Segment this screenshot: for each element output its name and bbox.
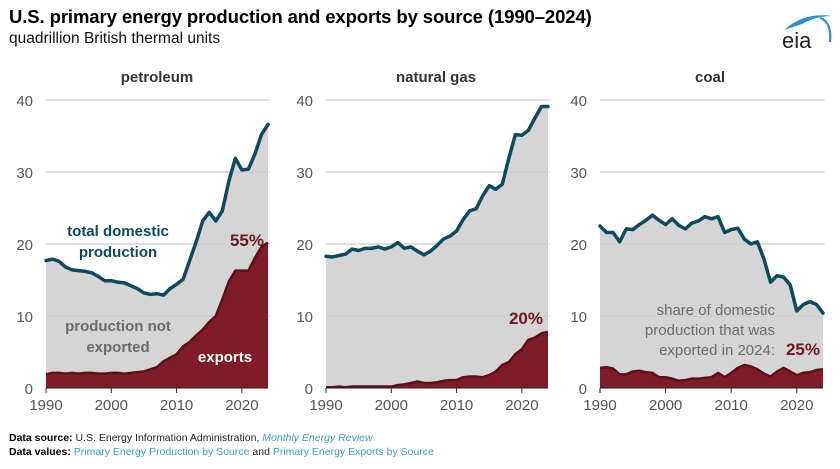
x-tick-label: 2010 [714, 397, 747, 414]
eia-logo-text: eia [782, 28, 812, 53]
monthly-energy-review-link[interactable]: Monthly Energy Review [262, 432, 373, 444]
label-share-petroleum: 55% [230, 231, 264, 250]
x-tick-label: 1990 [29, 397, 62, 414]
label-not-exported-line2: exported [86, 339, 149, 356]
panel-natural-gas: natural gas 0 10 20 30 40 1990 2000 2010 2020 [296, 69, 550, 414]
total-production-line [324, 104, 550, 259]
footer: Data source: U.S. Energy Information Adm… [9, 431, 434, 459]
x-tick-label: 1990 [583, 397, 616, 414]
x-tick-label: 2000 [375, 397, 408, 414]
panel-title-petroleum: petroleum [121, 69, 194, 86]
data-source-text: U.S. Energy Information Administration, [75, 432, 263, 444]
x-tick-label: 2010 [440, 397, 473, 414]
annotations: total domestic production production not… [65, 223, 820, 366]
panel-title-coal: coal [695, 69, 725, 86]
label-exports: exports [198, 349, 252, 366]
x-tick-label: 2020 [505, 397, 538, 414]
y-tick-label: 10 [16, 309, 33, 326]
y-tick-label: 40 [570, 93, 587, 110]
panel-title-natural-gas: natural gas [396, 69, 476, 86]
chart-subtitle: quadrillion British thermal units [9, 30, 221, 47]
label-not-exported-line1: production not [65, 318, 171, 335]
data-values-label: Data values: [9, 446, 71, 458]
chart-title: U.S. primary energy production and expor… [9, 6, 592, 27]
y-tick-label: 0 [305, 381, 313, 398]
y-tick-label: 10 [296, 309, 313, 326]
y-tick-label: 20 [570, 237, 587, 254]
y-tick-label: 30 [570, 165, 587, 182]
label-total-domestic-line2: production [79, 244, 157, 261]
x-tick-label: 1990 [309, 397, 342, 414]
y-tick-label: 20 [296, 237, 313, 254]
y-tick-label: 40 [296, 93, 313, 110]
exports-line [45, 241, 269, 376]
eia-logo: eia [782, 15, 832, 53]
y-tick-label: 40 [16, 93, 33, 110]
label-coal-share-line1: share of domestic [657, 302, 776, 319]
label-coal-share-line2: production that was [645, 322, 775, 339]
production-by-source-link[interactable]: Primary Energy Production by Source [73, 446, 250, 458]
label-coal-share-line3: exported in 2024: [659, 342, 775, 359]
x-tick-label: 2020 [225, 397, 258, 414]
label-share-coal: 25% [786, 340, 820, 359]
y-tick-label: 30 [16, 165, 33, 182]
exports-line [599, 363, 824, 383]
exports-by-source-link[interactable]: Primary Energy Exports by Source [272, 446, 434, 458]
y-tick-label: 0 [579, 381, 587, 398]
y-tick-label: 0 [25, 381, 33, 398]
eia-logo-swoosh-icon [784, 15, 832, 30]
y-tick-label: 30 [296, 165, 313, 182]
x-tick-label: 2000 [649, 397, 682, 414]
exports-area [46, 242, 268, 388]
data-values-line: Data values: Primary Energy Production b… [9, 445, 434, 459]
exports-line [326, 330, 549, 389]
y-tick-label: 10 [570, 309, 587, 326]
panel-coal: coal 0 10 20 30 40 1990 2000 2010 2020 [570, 69, 825, 414]
label-total-domestic-line1: total domestic [67, 223, 169, 240]
total-production-line [44, 122, 270, 297]
data-source-line: Data source: U.S. Energy Information Adm… [9, 431, 434, 445]
x-tick-label: 2000 [95, 397, 128, 414]
exports-area [600, 364, 823, 388]
and-text: and [249, 446, 273, 458]
data-source-label: Data source: [9, 432, 73, 444]
y-tick-label: 20 [16, 237, 33, 254]
panel-petroleum: petroleum 0 10 20 30 40 1990 2000 2010 2020 [16, 69, 270, 414]
x-tick-label: 2010 [160, 397, 193, 414]
x-tick-label: 2020 [780, 397, 813, 414]
label-share-natural-gas: 20% [509, 309, 543, 328]
production-not-exported-area [600, 215, 823, 388]
total-production-line [598, 213, 825, 315]
